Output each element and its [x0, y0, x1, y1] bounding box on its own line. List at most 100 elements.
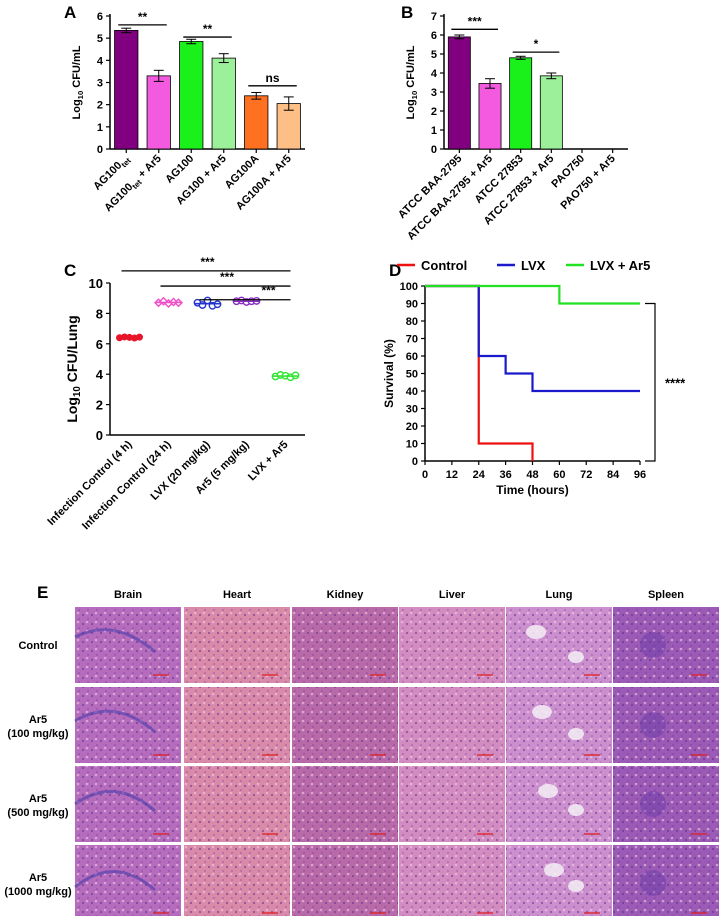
y-tick-label: 50: [406, 369, 418, 381]
significance-label: ns: [265, 71, 279, 85]
significance-label: **: [138, 10, 148, 24]
y-tick-label: 60: [406, 351, 418, 363]
y-tick-label: 30: [406, 404, 418, 416]
airway-space: [544, 863, 564, 877]
significance-label: ****: [665, 375, 686, 390]
histology-row-label: Ar5: [29, 793, 47, 805]
bar: [211, 57, 236, 150]
chart-d: 0 10 20 30 40 50 60 70 80 90 100 0 12 24 36 48 60 72 84 96 T…: [382, 258, 686, 497]
x-tick-label: PAO750 + Ar5: [559, 153, 618, 212]
y-tick-label: 4: [96, 367, 104, 382]
x-tick-label: 84: [607, 469, 620, 481]
y-tick-label: 0: [96, 428, 103, 443]
y-tick-label: 5: [431, 49, 437, 61]
histology-column-label: Liver: [439, 589, 466, 601]
histology-image: [292, 687, 398, 763]
y-tick-label: 70: [406, 334, 418, 346]
lymphoid-follicle: [640, 870, 666, 896]
histology-column-label: Heart: [223, 589, 251, 601]
airway-space: [568, 651, 584, 663]
histology-image: [184, 845, 290, 916]
y-tick-label: 100: [400, 281, 418, 293]
significance-label: *: [534, 37, 539, 51]
y-tick-label: 80: [406, 316, 418, 328]
histology-image: [613, 687, 719, 763]
bar: [509, 57, 533, 150]
panel-letter-b: B: [401, 3, 413, 22]
histology-image: [506, 687, 612, 763]
airway-space: [568, 728, 584, 740]
histology-column-label: Kidney: [327, 589, 365, 601]
histology-image: [613, 766, 719, 842]
histology-panel: Brain Heart Kidney Liver Lung Spleen Control Ar…: [4, 589, 719, 916]
significance-label: ***: [261, 284, 275, 298]
y-tick-label: 2: [96, 398, 103, 413]
x-tick-label: 24: [473, 469, 486, 481]
bar: [539, 75, 563, 150]
histology-image: [292, 766, 398, 842]
histology-row-label-dose: (100 mg/kg): [7, 728, 68, 740]
histology-row-label: Control: [18, 640, 57, 652]
bar: [179, 41, 204, 150]
x-tick-label: 96: [634, 469, 646, 481]
x-tick-label: 72: [580, 469, 592, 481]
y-tick-label: 6: [97, 11, 103, 23]
neuronal-layer: [74, 709, 156, 734]
x-tick-label: 60: [553, 469, 565, 481]
y-axis-title: Log10 CFU/Lung: [64, 315, 83, 422]
significance-label: ***: [200, 255, 214, 269]
histology-row-label: Ar5: [29, 872, 47, 884]
airway-space: [568, 880, 584, 892]
y-tick-label: 3: [97, 78, 103, 90]
x-tick-label: 48: [526, 469, 538, 481]
y-tick-label: 2: [97, 100, 103, 112]
histology-column-label: Spleen: [648, 589, 684, 601]
y-tick-label: 8: [96, 306, 103, 321]
histology-image: [184, 766, 290, 842]
histology-image: [399, 766, 505, 842]
legend-label: LVX: [521, 258, 546, 273]
x-tick-label: 12: [446, 469, 458, 481]
y-tick-label: 6: [431, 30, 437, 42]
histology-row-label-dose: (1000 mg/kg): [4, 886, 72, 898]
histology-image: [184, 687, 290, 763]
significance-label: ***: [468, 14, 482, 28]
x-tick-label: 0: [422, 469, 428, 481]
survival-line: [425, 284, 640, 305]
y-tick-label: 4: [97, 55, 104, 67]
neuronal-layer: [74, 790, 156, 813]
panel-letter-e: E: [37, 583, 48, 602]
y-axis-title: Log10 CFU/mL: [405, 45, 419, 119]
significance-label: **: [203, 22, 213, 36]
histology-image: [292, 845, 398, 916]
legend-label: LVX + Ar5: [590, 258, 650, 273]
panel-letter-a: A: [64, 3, 76, 22]
histology-image: [184, 607, 290, 683]
legend-label: Control: [421, 258, 467, 273]
histology-image: [399, 687, 505, 763]
y-tick-label: 40: [406, 386, 418, 398]
histology-row-label: Ar5: [29, 714, 47, 726]
airway-space: [526, 625, 546, 639]
significance-bracket: [645, 302, 656, 462]
y-tick-label: 10: [89, 276, 103, 291]
y-tick-label: 1: [431, 125, 437, 137]
histology-image: [75, 607, 181, 683]
y-tick-label: 10: [406, 439, 418, 451]
airway-space: [532, 705, 552, 719]
y-axis-title: Log10 CFU/mL: [71, 45, 85, 119]
histology-image: [75, 845, 181, 916]
histology-image: [613, 607, 719, 683]
lymphoid-follicle: [640, 712, 666, 738]
histology-column-label: Brain: [114, 589, 142, 601]
y-tick-label: 3: [431, 87, 437, 99]
y-tick-label: 20: [406, 421, 418, 433]
histology-image: [75, 766, 181, 842]
x-tick-label: 36: [500, 469, 512, 481]
histology-image: [399, 607, 505, 683]
histology-image: [75, 687, 181, 763]
lymphoid-follicle: [640, 632, 666, 658]
